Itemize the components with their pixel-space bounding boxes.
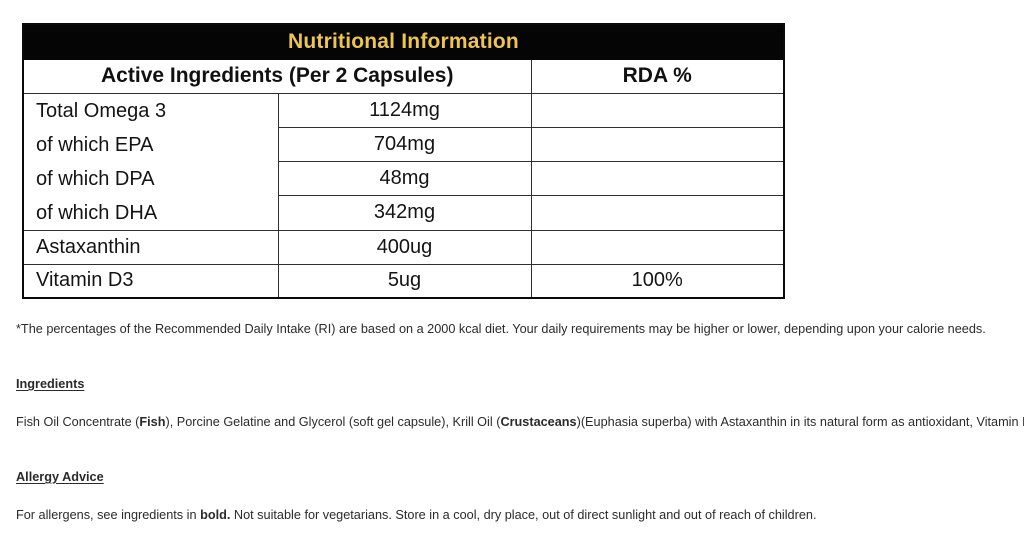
row-label: of which EPA [36, 133, 154, 156]
ingredients-text: Fish Oil Concentrate (Fish), Porcine Gel… [16, 415, 1024, 429]
allergy-advice-heading: Allergy Advice [16, 470, 104, 484]
column-header-rda: RDA % [530, 58, 785, 94]
row-value: 704mg [277, 126, 532, 163]
ingredients-heading: Ingredients [16, 377, 85, 391]
rda-footnote: *The percentages of the Recommended Dail… [16, 322, 986, 336]
table-row-astaxanthin: Astaxanthin 400ug [22, 229, 785, 265]
row-rda: 100% [530, 263, 785, 299]
allergy-advice-text: For allergens, see ingredients in bold. … [16, 508, 817, 522]
row-label: of which DHA [36, 201, 158, 224]
row-label: Astaxanthin [22, 229, 279, 265]
table-title-row: Nutritional Information [22, 23, 785, 60]
row-value: 400ug [277, 229, 532, 265]
row-rda [530, 229, 785, 265]
row-label: Vitamin D3 [22, 263, 279, 299]
table-header-row: Active Ingredients (Per 2 Capsules) RDA … [22, 58, 785, 94]
row-value: 342mg [277, 195, 532, 231]
row-value: 1124mg [277, 92, 532, 128]
row-rda [530, 160, 785, 197]
row-label: of which DPA [36, 167, 155, 190]
table-row-dha: 342mg [23, 195, 785, 231]
row-label: Total Omega 3 [36, 99, 167, 122]
omega-group-label-cell: Total Omega 3 of which EPA of which DPA … [22, 92, 279, 231]
row-value: 5ug [277, 263, 532, 299]
table-row-total-omega-3: Total Omega 3 of which EPA of which DPA … [22, 92, 785, 231]
row-rda [530, 92, 785, 128]
table-title: Nutritional Information [22, 23, 785, 60]
row-rda [530, 195, 785, 231]
row-rda [530, 126, 785, 163]
column-header-active-ingredients: Active Ingredients (Per 2 Capsules) [22, 58, 532, 94]
row-value: 48mg [277, 160, 532, 197]
table-row-epa: 704mg [23, 126, 785, 163]
table-row-vitamin-d3: Vitamin D3 5ug 100% [22, 263, 785, 299]
nutrition-table: Nutritional Information Active Ingredien… [22, 23, 785, 299]
